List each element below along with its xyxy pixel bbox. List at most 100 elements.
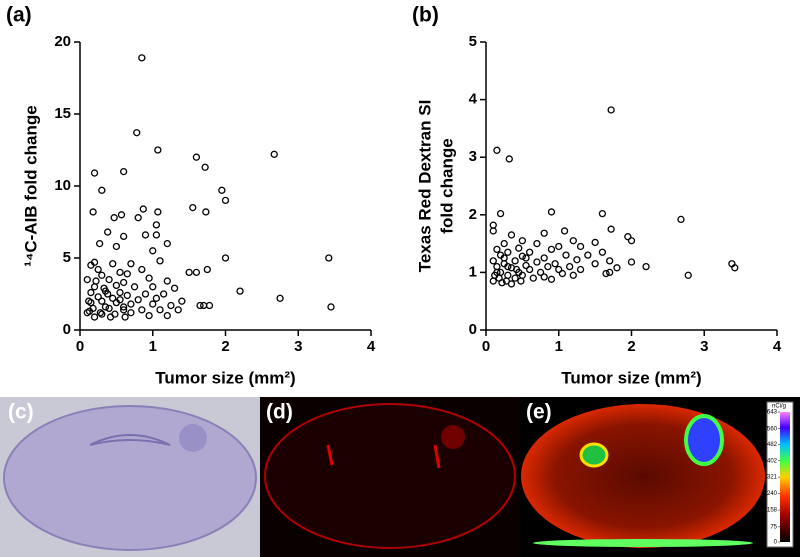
colorbar-tick-label: 643 — [767, 410, 778, 416]
point — [522, 261, 530, 270]
point — [87, 288, 95, 297]
point — [511, 274, 519, 282]
point — [602, 269, 610, 278]
colorbar-tick-label: 240 — [767, 491, 778, 497]
point — [178, 297, 186, 305]
colorbar-tick-label: 560 — [767, 426, 778, 432]
point — [120, 278, 128, 287]
y-tick-label: 15 — [54, 105, 71, 122]
point — [101, 303, 110, 311]
point — [493, 262, 501, 271]
brain-section — [3, 405, 257, 551]
point — [507, 280, 516, 288]
point — [489, 277, 497, 285]
point — [731, 264, 739, 272]
point — [192, 153, 201, 161]
point — [221, 196, 230, 205]
point — [121, 313, 129, 321]
point — [512, 265, 521, 274]
point — [127, 300, 135, 308]
point — [134, 214, 142, 222]
hippocampus — [89, 434, 171, 446]
point — [493, 245, 501, 254]
point — [200, 301, 208, 310]
point — [489, 257, 497, 265]
point — [85, 307, 94, 315]
point — [120, 167, 128, 176]
point — [627, 258, 636, 266]
point — [218, 186, 226, 194]
point — [138, 306, 146, 314]
point — [145, 274, 153, 282]
point — [100, 284, 108, 292]
point — [496, 209, 505, 218]
point — [529, 274, 537, 282]
point — [540, 254, 548, 262]
x-tick-label: 0 — [482, 338, 490, 355]
y-tick-label: 5 — [469, 33, 477, 50]
point — [540, 273, 548, 281]
point — [517, 277, 525, 285]
point — [116, 288, 124, 297]
panel-label: (c) — [8, 401, 34, 424]
point — [117, 211, 126, 219]
point — [555, 242, 563, 251]
colorbar-tick-label: 321 — [767, 475, 778, 481]
point — [507, 231, 516, 239]
x-axis-label: Tumor size (mm²) — [155, 368, 295, 387]
point — [185, 268, 193, 277]
point — [98, 186, 106, 194]
point — [163, 277, 171, 285]
tumor — [441, 425, 465, 449]
point — [522, 254, 530, 262]
y-tick-label: 5 — [63, 249, 71, 266]
point — [109, 260, 117, 268]
point — [116, 296, 124, 304]
y-tick-label: 4 — [469, 91, 478, 108]
point — [170, 284, 179, 292]
point — [598, 248, 607, 256]
point — [500, 239, 508, 248]
point — [576, 265, 585, 274]
point — [90, 313, 99, 321]
panel-label: (a) — [6, 4, 32, 27]
point — [276, 294, 284, 302]
point — [103, 290, 112, 298]
point — [677, 215, 685, 224]
x-tick-label: 1 — [149, 338, 157, 355]
point — [526, 248, 534, 256]
y-tick-label: 1 — [469, 263, 477, 280]
point — [116, 268, 124, 277]
point — [138, 54, 146, 62]
point — [90, 169, 99, 177]
point — [141, 290, 150, 298]
point — [123, 291, 131, 300]
point — [134, 296, 142, 304]
point — [526, 265, 534, 274]
point — [156, 257, 164, 265]
point — [236, 287, 244, 295]
point — [533, 239, 541, 248]
point — [201, 163, 209, 171]
point — [551, 260, 559, 268]
point — [518, 237, 527, 245]
point — [94, 293, 102, 301]
point — [684, 271, 692, 279]
point — [105, 275, 113, 284]
point — [156, 306, 164, 314]
point — [500, 254, 508, 262]
point — [112, 242, 121, 251]
x-tick-label: 2 — [221, 338, 229, 355]
point — [591, 238, 599, 247]
point — [154, 208, 162, 216]
point — [141, 231, 150, 239]
x-tick-label: 2 — [627, 338, 635, 355]
point — [87, 298, 95, 307]
x-tick-label: 1 — [555, 338, 563, 355]
point — [133, 129, 141, 137]
point — [606, 268, 614, 277]
point — [120, 232, 128, 241]
point — [152, 294, 161, 302]
point — [533, 258, 541, 266]
point — [584, 251, 592, 259]
